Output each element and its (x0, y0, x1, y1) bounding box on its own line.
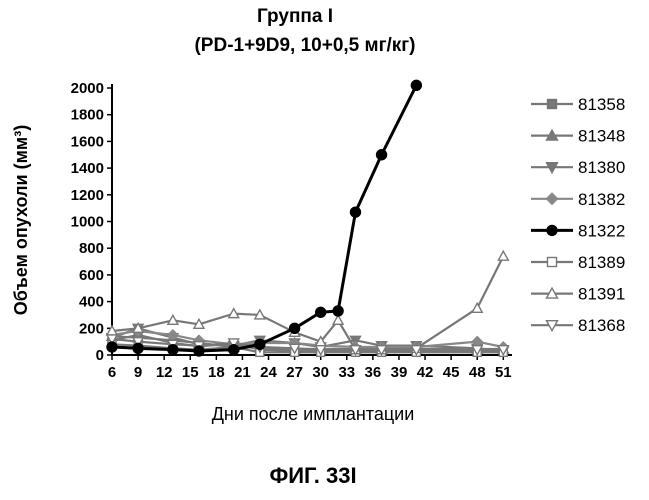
data-point-81322 (290, 323, 300, 333)
y-tick-label: 600 (79, 267, 104, 284)
legend-marker-81322 (547, 225, 557, 235)
x-tick-label: 27 (286, 364, 303, 381)
y-tick-label: 1400 (71, 160, 104, 177)
y-tick-label: 1600 (71, 133, 104, 150)
legend-item-81380: 81380 (531, 158, 625, 177)
y-tick-label: 800 (79, 240, 104, 257)
y-tick-label: 200 (79, 320, 104, 337)
data-point-81322 (168, 345, 178, 355)
legend-item-81382: 81382 (531, 190, 625, 209)
data-point-81322 (133, 343, 143, 353)
x-tick-label: 15 (182, 364, 199, 381)
data-point-81322 (350, 207, 360, 217)
x-tick-label: 45 (443, 364, 460, 381)
legend-marker-81389 (548, 258, 557, 267)
legend-item-81358: 81358 (531, 95, 625, 114)
y-tick-label: 0 (96, 347, 104, 364)
data-point-81322 (194, 346, 204, 356)
y-axis-label: Объем опухоли (мм³) (11, 125, 31, 315)
series-line-81322 (112, 85, 416, 351)
y-tick-label: 1800 (71, 107, 104, 124)
legend-item-81389: 81389 (531, 253, 625, 272)
data-point-81322 (229, 345, 239, 355)
legend-label-81382: 81382 (578, 190, 625, 209)
legend-marker-81358 (548, 100, 557, 109)
x-tick-label: 39 (391, 364, 408, 381)
x-tick-label: 36 (365, 364, 382, 381)
x-tick-label: 12 (156, 364, 173, 381)
legend-label-81391: 81391 (578, 285, 625, 304)
data-point-81391 (498, 251, 508, 260)
data-point-81322 (411, 80, 421, 90)
x-tick-label: 21 (234, 364, 251, 381)
x-tick-label: 18 (208, 364, 225, 381)
legend-label-81358: 81358 (578, 95, 625, 114)
data-point-81322 (377, 150, 387, 160)
series-81391 (107, 251, 508, 353)
chart-title: Группа I (257, 6, 333, 27)
x-tick-label: 30 (312, 364, 329, 381)
y-tick-label: 1000 (71, 214, 104, 231)
x-tick-label: 42 (417, 364, 434, 381)
x-tick-label: 51 (495, 364, 512, 381)
x-tick-label: 48 (469, 364, 486, 381)
legend-label-81389: 81389 (578, 253, 625, 272)
legend-item-81348: 81348 (531, 127, 625, 146)
legend-marker-81382 (547, 193, 558, 204)
legend: 81358 81348 81380 81382 81322 81389 81391 81368 (531, 95, 625, 335)
data-point-81322 (107, 342, 117, 352)
legend-item-81322: 81322 (531, 221, 625, 240)
y-tick-label: 2000 (71, 80, 104, 97)
legend-item-81391: 81391 (531, 285, 625, 304)
series-81322 (107, 80, 421, 356)
x-tick-label: 33 (338, 364, 355, 381)
x-tick-label: 24 (260, 364, 277, 381)
legend-item-81368: 81368 (531, 316, 625, 335)
legend-label-81380: 81380 (578, 158, 625, 177)
x-tick-label: 6 (108, 364, 116, 381)
legend-label-81348: 81348 (578, 127, 625, 146)
plot-area: 0200400600800100012001400160018002000691… (71, 80, 512, 381)
x-axis-label: Дни после имплантации (212, 404, 415, 424)
chart-subtitle: (PD-1+9D9, 10+0,5 мг/кг) (194, 35, 415, 56)
x-tick-label: 9 (134, 364, 142, 381)
data-point-81322 (316, 307, 326, 317)
y-tick-label: 1200 (71, 187, 104, 204)
legend-label-81368: 81368 (578, 316, 625, 335)
figure-label: ФИГ. 33I (269, 463, 356, 488)
data-point-81391 (472, 303, 482, 312)
y-tick-label: 400 (79, 294, 104, 311)
data-point-81322 (255, 339, 265, 349)
legend-label-81322: 81322 (578, 221, 625, 240)
data-point-81322 (333, 306, 343, 316)
